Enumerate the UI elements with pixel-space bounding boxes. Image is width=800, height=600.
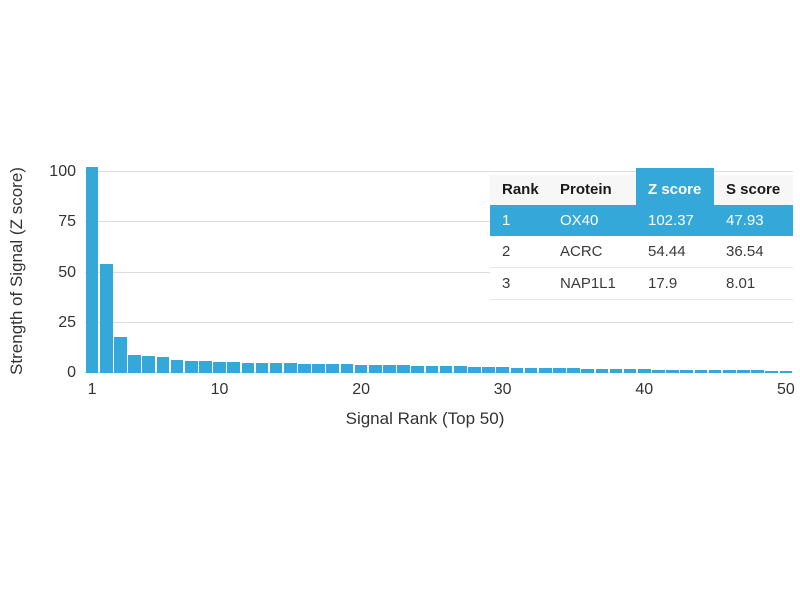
bar <box>227 362 240 373</box>
bar <box>128 354 141 373</box>
bar <box>524 367 538 373</box>
bar <box>156 357 170 373</box>
gridline <box>85 321 793 323</box>
bar <box>255 362 269 373</box>
bar <box>241 362 255 373</box>
plot-area <box>85 150 793 373</box>
bar <box>538 368 552 373</box>
bar <box>680 369 694 373</box>
bar <box>765 370 779 373</box>
bar <box>666 369 679 373</box>
bar <box>298 363 311 373</box>
x-tick-label: 1 <box>87 381 97 398</box>
bar <box>779 370 793 373</box>
cell-rank: 1 <box>502 212 511 229</box>
bar <box>623 369 637 373</box>
bar <box>482 367 495 373</box>
bar <box>708 370 722 373</box>
cell-protein: OX40 <box>560 212 599 229</box>
bar <box>722 370 736 373</box>
x-tick-label: 30 <box>493 381 512 398</box>
bar <box>553 368 566 373</box>
gridline <box>85 171 793 172</box>
bar <box>439 366 453 373</box>
bar <box>184 360 198 373</box>
x-tick-label: 20 <box>352 381 370 398</box>
bar <box>340 364 354 373</box>
cell-z-score: 54.44 <box>648 243 686 260</box>
bar <box>326 364 340 373</box>
y-tick-label: 50 <box>58 263 76 281</box>
bar <box>99 263 113 373</box>
bar <box>354 364 368 373</box>
y-tick-label: 75 <box>58 213 76 231</box>
bar <box>199 361 212 373</box>
table-row: 2 ACRC 54.44 36.54 <box>490 236 793 268</box>
table-header-row: Rank Protein Z score S score <box>490 168 793 205</box>
bar <box>468 366 481 373</box>
bar <box>453 366 467 373</box>
col-header-rank: Rank <box>490 175 548 205</box>
bar <box>368 364 382 373</box>
col-header-z-score: Z score <box>636 168 714 205</box>
bar <box>652 369 665 373</box>
cell-z-score: 17.9 <box>648 275 678 292</box>
x-tick-label: 50 <box>776 381 795 398</box>
bar <box>411 365 425 373</box>
cell-protein: NAP1L1 <box>560 275 616 292</box>
bar <box>269 363 283 373</box>
x-tick-label: 10 <box>210 381 229 398</box>
cell-rank: 3 <box>502 275 511 292</box>
bar <box>510 367 524 373</box>
col-header-s-score: S score <box>714 175 793 205</box>
bar <box>737 370 750 373</box>
bar <box>609 369 623 373</box>
y-tick-label: 100 <box>49 163 76 180</box>
y-tick-label: 0 <box>67 364 76 381</box>
table-row: 3 NAP1L1 17.9 8.01 <box>490 268 793 300</box>
y-tick-label: 25 <box>58 313 76 331</box>
bar <box>312 363 325 373</box>
x-tick-label: 40 <box>635 381 654 398</box>
bar <box>85 167 99 373</box>
bar <box>567 368 580 373</box>
cell-s-score: 47.93 <box>726 212 764 229</box>
bar <box>142 356 156 373</box>
bar <box>283 363 297 373</box>
cell-z-score: 102.37 <box>648 212 694 229</box>
bar <box>170 359 184 373</box>
bar <box>213 361 226 373</box>
cell-s-score: 36.54 <box>726 243 764 260</box>
bar <box>397 365 410 373</box>
gridline <box>85 372 793 373</box>
bar <box>114 337 127 373</box>
bar <box>496 367 510 373</box>
x-axis-title: Signal Rank (Top 50) <box>345 409 505 428</box>
cell-s-score: 8.01 <box>726 275 756 292</box>
bar <box>751 370 764 373</box>
bar <box>694 370 708 373</box>
bar <box>581 368 594 373</box>
cell-protein: ACRC <box>560 243 603 260</box>
col-header-protein: Protein <box>548 175 636 205</box>
gridline <box>85 221 793 223</box>
cell-rank: 2 <box>502 243 511 260</box>
gridline <box>85 271 793 273</box>
bar <box>425 365 439 373</box>
table-row: 1 OX40 102.37 47.93 <box>490 205 793 236</box>
bar <box>637 369 651 373</box>
bar <box>383 365 396 373</box>
bar <box>595 368 609 373</box>
results-table: Rank Protein Z score S score 1 OX40 102.… <box>490 168 793 300</box>
